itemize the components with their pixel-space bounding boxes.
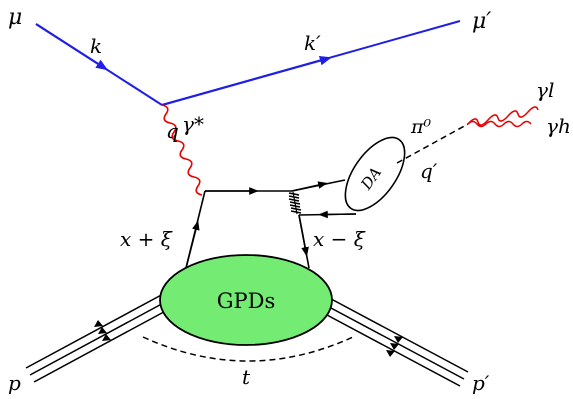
quark-left-arrow (185, 220, 200, 269)
gamma-h-label: γh (546, 114, 571, 138)
quark-da-lower-arrow (318, 210, 357, 219)
x-plus-xi-label: x + ξ (120, 227, 173, 251)
p-label: p (8, 371, 21, 395)
distribution-amplitude-blob (344, 136, 406, 212)
photon-h-line (467, 120, 532, 128)
gluon-line (288, 191, 302, 215)
gamma-star-label: γ* (182, 112, 204, 136)
q-prime-label: q′ (420, 159, 438, 183)
virtual-photon-line (161, 104, 203, 196)
quark-da-upper-arrow (291, 181, 328, 192)
muon-lines (35, 20, 461, 106)
proton-out-lines (311, 292, 469, 387)
muon-in-arrow (35, 23, 109, 71)
proton-in-arrows (94, 320, 111, 341)
photon-l-line (467, 106, 539, 126)
muon-out-label: μ′ (472, 9, 491, 34)
proton-out-arrows (386, 336, 403, 357)
quark-lines (185, 179, 357, 269)
pi0-label: π⁰ (410, 116, 431, 138)
gpd-blob (159, 254, 333, 346)
gpd-label: GPDs (217, 289, 276, 313)
t-label: t (242, 365, 251, 389)
pion-line (396, 123, 469, 164)
k-label: k (90, 34, 102, 58)
q-label: q (166, 119, 179, 143)
x-minus-xi-label: x − ξ (313, 227, 366, 251)
muon-in-label: μ (8, 5, 22, 30)
muon-out-arrow (161, 55, 332, 106)
quark-right-arrow (298, 214, 309, 257)
gamma-l-label: γl (536, 78, 554, 102)
p-prime-label: p′ (472, 371, 490, 395)
k-prime-label: k′ (304, 31, 321, 55)
